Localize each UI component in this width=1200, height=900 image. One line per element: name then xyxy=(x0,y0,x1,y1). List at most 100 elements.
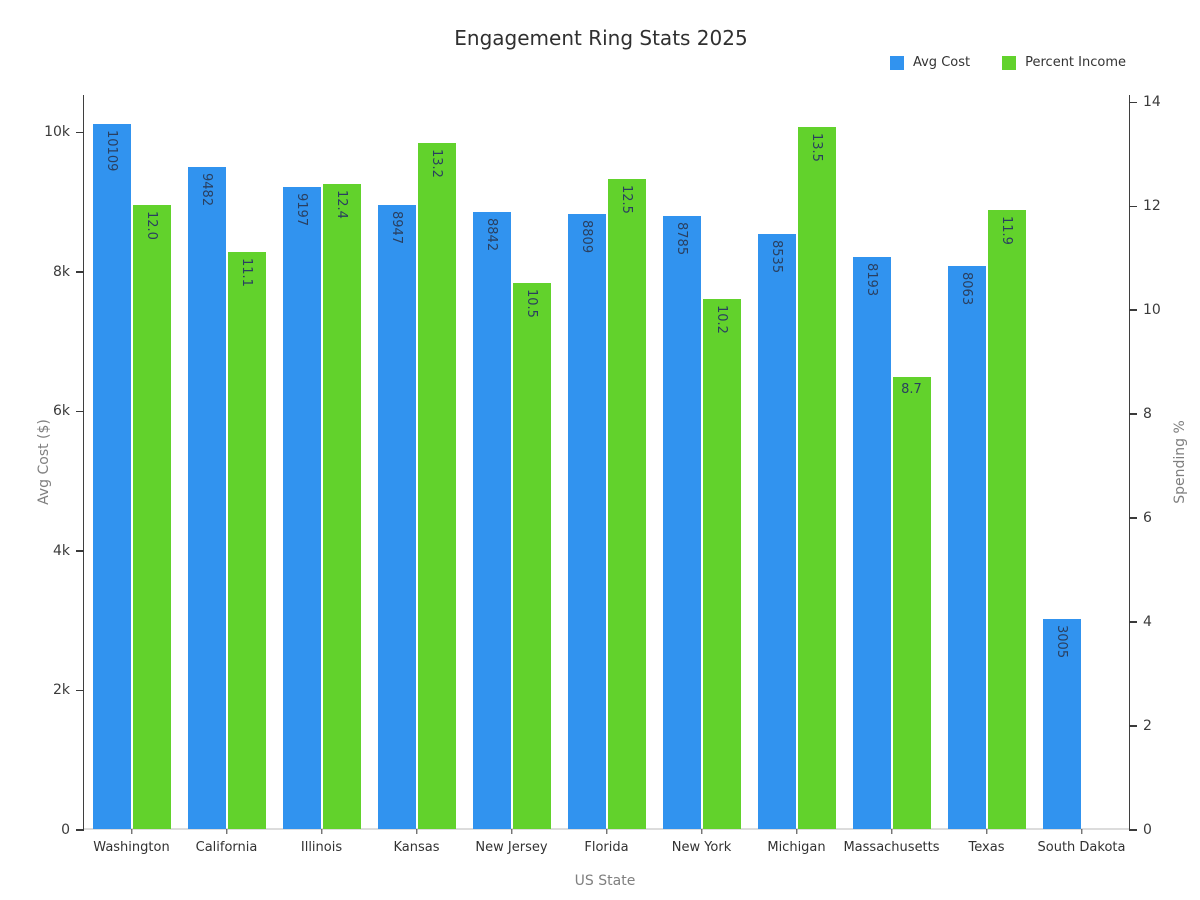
tick-mark xyxy=(225,829,228,834)
bar-percent-income: 12.4 xyxy=(322,184,361,829)
bar-percent-income: 11.1 xyxy=(227,252,266,829)
tick-mark xyxy=(1129,205,1137,207)
bar-value-label: 9482 xyxy=(199,173,214,207)
tick-mark xyxy=(1129,829,1137,831)
y-tick-label-left: 6k xyxy=(52,403,70,420)
legend-label-avg-cost: Avg Cost xyxy=(912,55,971,70)
tick-mark xyxy=(985,829,988,834)
bar-group-florida: 8809 12.5 xyxy=(559,95,654,829)
x-tick-label: Illinois xyxy=(300,840,343,855)
plot-area: 10109 12.0 9482 11.1 9197 12.4 8947 13.2 8842 10.… xyxy=(44,95,1161,855)
bar-value-label: 8.7 xyxy=(901,381,922,397)
bar-group-new-jersey: 8842 10.5 xyxy=(464,95,559,829)
bar-value-label: 8842 xyxy=(484,218,499,252)
y-tick-label-right: 4 xyxy=(1143,614,1152,631)
y-tick-label-left: 0 xyxy=(61,822,70,838)
bar-avg-cost: 9197 xyxy=(282,187,321,829)
bar-value-label: 10.5 xyxy=(524,289,539,319)
bar-avg-cost: 8193 xyxy=(852,257,891,829)
bar-value-label: 12.0 xyxy=(144,211,159,241)
y-tick-label-right: 0 xyxy=(1143,822,1152,838)
y-axis-right-title: Spending % xyxy=(1172,420,1188,504)
legend-item-percent-income[interactable]: Percent Income xyxy=(1002,55,1126,70)
tick-mark xyxy=(890,829,893,834)
bar-group-texas: 8063 11.9 xyxy=(939,95,1034,829)
y-tick-label-left: 4k xyxy=(52,542,70,559)
bar-avg-cost: 10109 xyxy=(92,123,131,829)
bar-group-new-york: 8785 10.2 xyxy=(654,95,749,829)
y-tick-label-right: 6 xyxy=(1143,510,1152,527)
bar-percent-income: 12.5 xyxy=(607,179,646,829)
tick-mark xyxy=(1129,621,1137,623)
bar-group-south-dakota: 3005 xyxy=(1034,95,1129,829)
tick-mark xyxy=(795,829,798,834)
bar-value-label: 11.1 xyxy=(239,258,254,287)
bar-group-massachusetts: 8193 8.7 xyxy=(844,95,939,829)
bar-avg-cost: 8809 xyxy=(567,214,606,829)
bar-avg-cost: 8785 xyxy=(662,216,701,829)
chart-title: Engagement Ring Stats 2025 xyxy=(454,26,748,50)
legend-swatch-avg-cost-icon xyxy=(889,55,904,70)
tick-mark xyxy=(76,829,84,831)
bar-avg-cost: 8947 xyxy=(377,204,416,829)
bar-percent-income: 8.7 xyxy=(892,376,931,829)
legend-swatch-percent-income-icon xyxy=(1002,55,1017,70)
x-tick-label: New Jersey xyxy=(475,840,548,855)
tick-mark xyxy=(510,829,513,834)
tick-mark xyxy=(1129,101,1137,103)
bar-avg-cost: 8842 xyxy=(472,212,511,829)
y-tick-label-left: 2k xyxy=(52,682,70,699)
bar-value-label: 9197 xyxy=(294,193,309,227)
x-tick-label: California xyxy=(195,840,258,855)
tick-mark xyxy=(700,829,703,834)
bar-percent-income: 13.2 xyxy=(417,142,456,829)
x-tick-label: South Dakota xyxy=(1037,840,1126,855)
tick-mark xyxy=(76,550,84,552)
y-tick-label-left: 8k xyxy=(52,263,70,280)
legend-label-percent-income: Percent Income xyxy=(1025,55,1126,70)
y-tick-label-right: 14 xyxy=(1143,94,1161,111)
bar-value-label: 8535 xyxy=(769,239,784,273)
bar-percent-income: 10.5 xyxy=(512,283,551,829)
legend-item-avg-cost[interactable]: Avg Cost xyxy=(889,55,971,70)
tick-mark xyxy=(130,829,133,834)
x-axis-title: US State xyxy=(574,873,636,889)
bar-avg-cost: 8535 xyxy=(757,233,796,829)
x-tick-label: Michigan xyxy=(767,840,826,855)
tick-mark xyxy=(415,829,418,834)
bar-value-label: 11.9 xyxy=(999,216,1014,246)
y-tick-label-left: 10k xyxy=(44,124,70,141)
bar-group-illinois: 9197 12.4 xyxy=(274,95,369,829)
y-tick-label-right: 8 xyxy=(1143,406,1152,423)
bar-value-label: 8947 xyxy=(389,210,404,244)
bar-avg-cost: 9482 xyxy=(187,167,226,829)
bar-avg-cost: 8063 xyxy=(947,266,986,829)
tick-mark xyxy=(76,131,84,133)
x-tick-label: Florida xyxy=(584,840,629,855)
bar-value-label: 12.5 xyxy=(619,185,634,215)
x-tick-label: Massachusetts xyxy=(843,840,940,855)
tick-mark xyxy=(1129,725,1137,727)
tick-mark xyxy=(76,689,84,692)
bar-value-label: 8193 xyxy=(864,263,879,297)
bars-container: 10109 12.0 9482 11.1 9197 12.4 8947 13.2 8842 10.… xyxy=(84,95,1129,829)
bar-percent-income: 12.0 xyxy=(132,205,171,829)
bar-percent-income: 11.9 xyxy=(987,210,1026,829)
bar-value-label: 10.2 xyxy=(714,304,729,334)
bar-value-label: 13.2 xyxy=(429,148,444,178)
bar-percent-income: 10.2 xyxy=(702,298,741,829)
tick-mark xyxy=(605,829,608,834)
bar-group-california: 9482 11.1 xyxy=(179,95,274,829)
tick-mark xyxy=(1129,413,1137,415)
tick-mark xyxy=(1080,829,1083,834)
y-tick-label-right: 12 xyxy=(1143,198,1161,215)
legend: Avg Cost Percent Income xyxy=(889,55,1126,70)
y-tick-label-right: 10 xyxy=(1143,302,1161,319)
bar-percent-income: 13.5 xyxy=(797,127,836,829)
y-axis-left-title: Avg Cost ($) xyxy=(36,419,52,505)
x-tick-label: New York xyxy=(671,840,732,855)
bar-value-label: 8785 xyxy=(674,222,689,256)
tick-mark xyxy=(1129,517,1137,519)
x-tick-label: Kansas xyxy=(393,840,440,855)
